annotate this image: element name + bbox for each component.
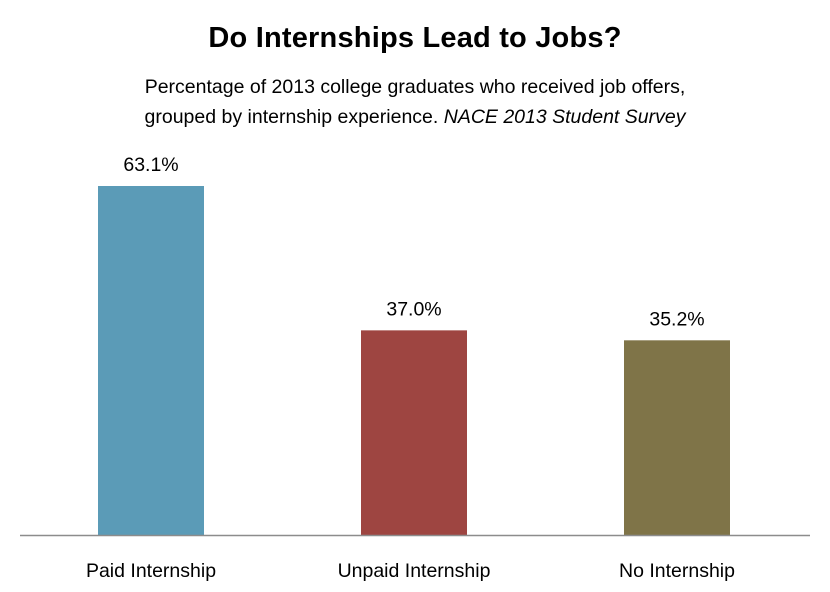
category-labels-group: Paid Internship Unpaid Internship No Inter… (86, 560, 735, 582)
value-label-unpaid-internship: 37.0% (386, 298, 441, 320)
bar-paid-internship (98, 186, 204, 535)
bars-group (98, 186, 730, 535)
subtitle-line-2-text: grouped by internship experience. (144, 106, 439, 128)
value-label-paid-internship: 63.1% (123, 154, 178, 176)
subtitle-source: NACE 2013 Student Survey (443, 106, 686, 128)
category-label-paid-internship: Paid Internship (86, 560, 216, 582)
chart-subtitle: Percentage of 2013 college graduates who… (0, 72, 830, 132)
bar-no-internship (624, 340, 730, 535)
chart-title: Do Internships Lead to Jobs? (208, 22, 622, 54)
category-label-unpaid-internship: Unpaid Internship (338, 560, 491, 582)
value-label-no-internship: 35.2% (649, 308, 704, 330)
subtitle-line-2: grouped by internship experience. NACE 2… (0, 102, 830, 132)
bar-unpaid-internship (361, 330, 467, 535)
subtitle-line-1: Percentage of 2013 college graduates who… (144, 76, 686, 98)
category-label-no-internship: No Internship (619, 560, 735, 582)
value-labels-group: 63.1% 37.0% 35.2% (123, 154, 704, 330)
